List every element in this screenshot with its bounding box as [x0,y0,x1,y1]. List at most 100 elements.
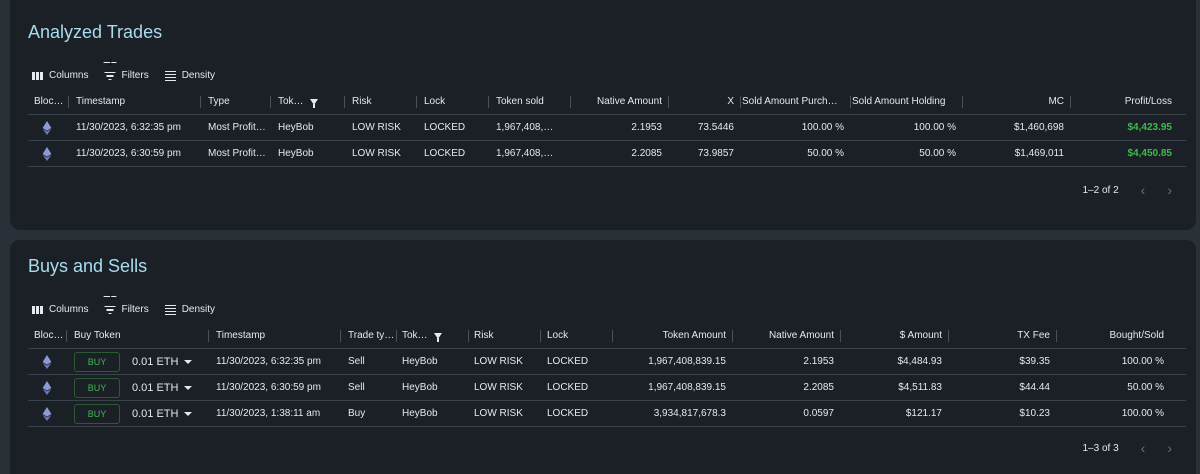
cell-x: 73.9857 [697,148,734,159]
col-header-token[interactable]: Tok… [272,89,344,114]
trades-pagination: 1–2 of 2 ‹ › [1083,182,1173,198]
pagination-label: 1–3 of 3 [1082,442,1119,454]
cell-bought-sold: 100.00 % [1121,408,1164,419]
prev-page-icon[interactable]: ‹ [1140,182,1146,198]
col-header-token-amount[interactable]: Token Amount [662,330,726,341]
table-row[interactable]: 11/30/2023, 6:30:59 pm Most Profit… HeyB… [28,141,1186,167]
col-header-native-amount[interactable]: Native Amount [596,96,662,107]
columns-button[interactable]: Columns [32,70,88,81]
ethereum-icon [28,349,66,374]
cell-timestamp: 11/30/2023, 6:32:35 pm [216,356,321,367]
col-header-blockchain[interactable]: Bloc… [34,96,64,107]
cell-token: HeyBob [278,148,314,159]
buy-amount-select[interactable]: 0.01 ETH [132,408,193,420]
buy-amount-select[interactable]: 0.01 ETH [132,355,193,368]
next-page-icon[interactable]: › [1167,182,1172,198]
col-header-bought-sold[interactable]: Bought/Sold [1109,330,1165,341]
cell-trade-type: Buy [348,408,366,419]
density-button[interactable]: Density [164,304,215,315]
cell-mc: $1,460,698 [1013,122,1064,133]
ethereum-icon [28,141,66,166]
col-header-native-amount[interactable]: Native Amount [768,330,834,341]
cell-lock: LOCKED [424,148,466,159]
filter-count-badge: 1 [103,58,117,67]
cell-usd-amount: $121.17 [905,408,942,419]
col-header-risk[interactable]: Risk [352,96,372,107]
columns-button[interactable]: Columns [32,304,88,315]
col-header-x[interactable]: X [727,96,734,107]
cell-timestamp: 11/30/2023, 6:30:59 pm [76,148,181,159]
cell-bought-sold: 50.00 % [1127,382,1164,393]
analyzed-trades-panel: Analyzed Trades Columns 1 Filters Densit… [10,0,1196,230]
cell-token-sold: 1,967,408,… [496,122,554,133]
filter-icon: 1 [103,292,117,315]
cell-usd-amount: $4,484.93 [897,356,943,367]
col-header-blockchain[interactable]: Bloc… [34,330,64,341]
cell-trade-type: Sell [348,356,365,367]
cell-token-amount: 1,967,408,839.15 [648,382,726,393]
analyzed-trades-title: Analyzed Trades [28,22,163,42]
cell-type: Most Profit… [208,148,266,159]
density-label: Density [181,70,216,81]
cell-token: HeyBob [278,122,314,133]
filter-icon: 1 [103,58,117,81]
density-button[interactable]: Density [164,70,216,81]
col-header-mc[interactable]: MC [1048,96,1064,107]
col-header-risk[interactable]: Risk [474,330,494,341]
cell-usd-amount: $4,511.83 [898,382,942,393]
col-header-buy-token[interactable]: Buy Token [74,330,121,341]
cell-sold-amount-holding: 50.00 % [919,148,956,159]
filters-button[interactable]: 1 Filters [103,58,149,81]
table-row[interactable]: 11/30/2023, 6:32:35 pm Most Profit… HeyB… [28,115,1186,141]
density-icon [164,304,177,315]
buy-button[interactable]: BUY [74,403,120,424]
column-filter-icon[interactable] [433,332,442,342]
col-header-token-sold[interactable]: Token sold [496,96,544,107]
prev-page-icon[interactable]: ‹ [1140,440,1146,456]
cell-native-amount: 2.1953 [803,356,834,367]
filters-label: Filters [121,70,149,81]
trades-toolbar: Columns 1 Filters Density [32,58,216,81]
buy-button[interactable]: BUY [74,351,120,372]
col-header-tx-fee[interactable]: TX Fee [1017,330,1050,341]
col-header-token[interactable]: Tok… [396,323,468,348]
buy-amount-value: 0.01 ETH [132,355,179,368]
column-filter-icon[interactable] [309,98,318,108]
buy-token-cell: BUY 0.01 ETH [68,349,208,374]
cell-bought-sold: 100.00 % [1121,356,1164,367]
cell-sold-amount-purchased: 50.00 % [807,148,844,159]
col-header-timestamp[interactable]: Timestamp [76,96,126,107]
chevron-down-icon [184,385,193,390]
filters-button[interactable]: 1 Filters [103,292,149,315]
buys-pagination: 1–3 of 3 ‹ › [1083,440,1173,456]
col-header-sold-amount-purchased[interactable]: Sold Amount Purch… [742,96,838,107]
buy-amount-select[interactable]: 0.01 ETH [132,382,193,394]
cell-token-sold: 1,967,408,… [496,148,554,159]
table-row[interactable]: BUY 0.01 ETH 11/30/2023, 6:30:59 pm Sell… [28,375,1186,401]
col-header-lock[interactable]: Lock [547,330,569,341]
buy-button[interactable]: BUY [74,377,120,398]
col-header-trade-type[interactable]: Trade ty… [348,330,395,341]
buys-toolbar: Columns 1 Filters Density [32,292,215,315]
col-header-sold-amount-holding[interactable]: Sold Amount Holding [852,96,946,107]
cell-type: Most Profit… [208,122,266,133]
filter-count-badge: 1 [103,292,117,301]
cell-token-amount: 3,934,817,678.3 [653,408,726,419]
col-header-lock[interactable]: Lock [424,96,446,107]
cell-sold-amount-purchased: 100.00 % [801,122,844,133]
col-header-timestamp[interactable]: Timestamp [216,330,266,341]
analyzed-trades-table: Bloc… Timestamp Type Tok… Risk Lock Toke… [28,89,1186,167]
chevron-down-icon [184,359,193,364]
cell-token-amount: 1,967,408,839.15 [648,356,726,367]
col-header-token-label: Tok… [278,96,304,107]
col-header-type[interactable]: Type [208,96,230,107]
col-header-token-label: Tok… [402,330,428,341]
table-row[interactable]: BUY 0.01 ETH 11/30/2023, 6:32:35 pm Sell… [28,349,1186,375]
next-page-icon[interactable]: › [1167,440,1172,456]
col-header-usd-amount[interactable]: $ Amount [899,330,942,341]
columns-icon [32,305,44,315]
columns-icon [32,71,44,81]
col-header-profit-loss[interactable]: Profit/Loss [1124,96,1172,107]
chevron-down-icon [184,411,193,416]
table-row[interactable]: BUY 0.01 ETH 11/30/2023, 1:38:11 am Buy … [28,401,1186,427]
